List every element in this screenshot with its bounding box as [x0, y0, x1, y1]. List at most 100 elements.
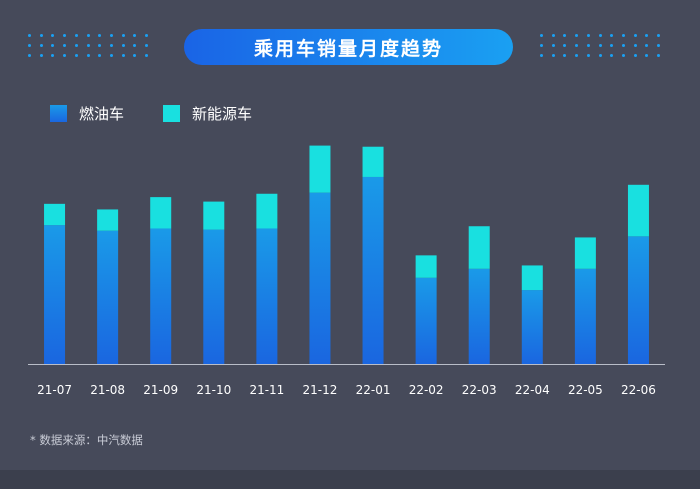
decorative-dot	[145, 44, 148, 47]
decorative-dot	[145, 34, 148, 37]
decorative-dot	[657, 44, 660, 47]
x-tick-label: 22-04	[515, 383, 550, 397]
bar-fuel-22-06	[627, 236, 649, 364]
decorative-dot	[540, 34, 543, 37]
decorative-dot	[563, 44, 567, 47]
decorative-dots-left	[28, 34, 156, 60]
decorative-dot	[645, 44, 649, 47]
decorative-dot	[109, 34, 113, 37]
decorative-dot	[645, 34, 649, 37]
decorative-dot	[598, 44, 602, 47]
decorative-dot	[563, 54, 567, 57]
bar-nev-21-08	[97, 209, 119, 231]
x-tick-label: 22-06	[621, 383, 656, 397]
bar-nev-22-03	[468, 226, 490, 269]
decorative-dot	[621, 34, 625, 37]
bar-fuel-22-02	[415, 277, 437, 364]
decorative-dot	[39, 44, 43, 47]
decorative-dot	[621, 54, 625, 57]
decorative-dot	[575, 44, 579, 47]
decorative-dot	[575, 34, 579, 37]
decorative-dot	[657, 54, 660, 57]
decorative-dot	[63, 44, 67, 47]
decorative-dots-right	[540, 34, 668, 60]
bar-fuel-21-10	[203, 229, 225, 364]
x-tick-label: 22-02	[409, 383, 444, 397]
decorative-dot	[86, 34, 90, 37]
decorative-dot	[610, 34, 614, 37]
decorative-dot	[133, 44, 137, 47]
decorative-dot	[598, 34, 602, 37]
decorative-dot	[28, 34, 31, 37]
decorative-dot	[586, 34, 590, 37]
legend-item-nev: 新能源车	[163, 103, 252, 123]
x-tick-label: 21-11	[249, 383, 284, 397]
decorative-dot	[39, 54, 43, 57]
x-tick-label: 21-08	[90, 383, 125, 397]
legend-swatch-fuel	[50, 104, 67, 122]
source-footnote: * 数据来源：中汽数据	[30, 433, 143, 447]
decorative-dot	[540, 54, 543, 57]
decorative-dot	[121, 34, 125, 37]
decorative-dot	[86, 44, 90, 47]
decorative-dot	[657, 34, 660, 37]
decorative-dot	[74, 34, 78, 37]
decorative-dot	[39, 34, 43, 37]
x-tick-label: 21-07	[37, 383, 72, 397]
decorative-dot	[598, 54, 602, 57]
bar-fuel-21-08	[97, 230, 119, 364]
x-tick-label: 21-12	[303, 383, 338, 397]
bar-nev-22-05	[574, 237, 596, 269]
bar-nev-22-06	[627, 184, 649, 237]
decorative-dot	[51, 44, 55, 47]
decorative-dot	[74, 54, 78, 57]
decorative-dot	[74, 44, 78, 47]
decorative-dot	[610, 44, 614, 47]
bar-nev-21-11	[256, 193, 278, 229]
bar-nev-21-09	[150, 197, 172, 229]
x-tick-label: 22-05	[568, 383, 603, 397]
decorative-dot	[645, 54, 649, 57]
decorative-dot	[28, 44, 31, 47]
decorative-dot	[575, 54, 579, 57]
bar-fuel-21-07	[44, 225, 66, 364]
decorative-dot	[551, 54, 555, 57]
decorative-dot	[51, 54, 55, 57]
legend-label-nev: 新能源车	[192, 104, 253, 123]
bar-nev-22-01	[362, 146, 384, 177]
decorative-dot	[28, 54, 31, 57]
bottom-strip	[0, 470, 700, 489]
decorative-dot	[98, 44, 102, 47]
decorative-dot	[563, 34, 567, 37]
decorative-dot	[551, 44, 555, 47]
decorative-dot	[98, 34, 102, 37]
x-tick-labels: 21-07 21-08 21-09 21-10 21-11 21-12 22-01 22-02…	[37, 383, 656, 397]
bar-fuel-21-09	[150, 228, 172, 364]
decorative-dot	[551, 34, 555, 37]
legend-label-fuel: 燃油车	[79, 104, 125, 123]
bar-nev-22-04	[521, 265, 543, 291]
decorative-dot	[633, 34, 637, 37]
decorative-dot	[586, 54, 590, 57]
bar-nev-22-02	[415, 255, 437, 278]
decorative-dot	[633, 44, 637, 47]
decorative-dot	[586, 44, 590, 47]
decorative-dot	[633, 54, 637, 57]
bars-group	[44, 145, 649, 364]
bar-fuel-22-01	[362, 176, 384, 364]
decorative-dot	[109, 54, 113, 57]
legend-swatch-nev	[163, 104, 180, 122]
decorative-dot	[133, 34, 137, 37]
bar-fuel-21-12	[309, 192, 331, 364]
bar-nev-21-07	[44, 203, 66, 226]
bar-nev-21-12	[309, 145, 331, 193]
decorative-dot	[133, 54, 137, 57]
bar-fuel-22-04	[521, 290, 543, 364]
decorative-dot	[121, 54, 125, 57]
decorative-dot	[98, 54, 102, 57]
decorative-dot	[63, 54, 67, 57]
decorative-dot	[109, 44, 113, 47]
x-tick-label: 21-09	[143, 383, 178, 397]
decorative-dot	[621, 44, 625, 47]
